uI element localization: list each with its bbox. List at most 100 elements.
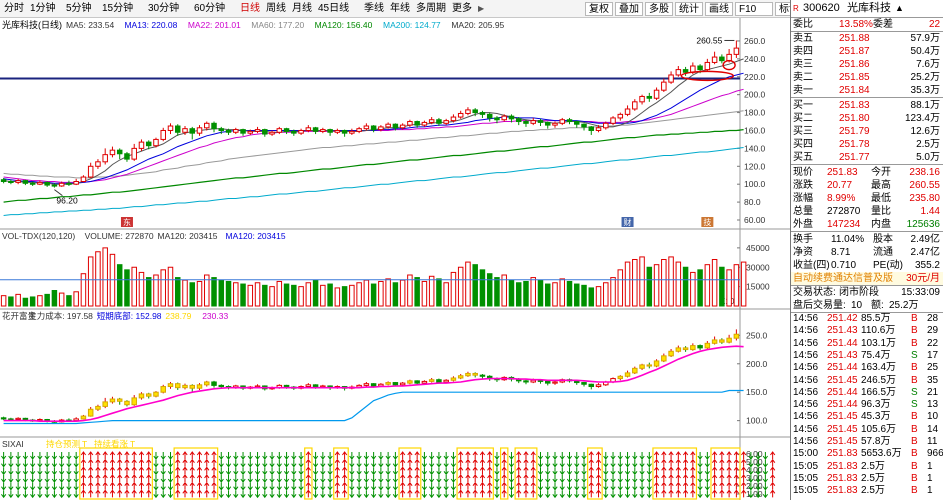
period-toolbar: 分时 1分钟 5分钟 15分钟 30分钟 60分钟 日线 周线 月线 45日线 季线 年线 多周期 更多 ▶… (0, 0, 851, 18)
up-arrow-icon (189, 481, 195, 490)
volume-bar-93 (675, 261, 682, 307)
up-arrow-icon (458, 489, 464, 498)
up-arrow-icon (80, 458, 87, 467)
period-tab-2[interactable]: 5分钟 (66, 3, 92, 14)
up-arrow-icon (342, 474, 348, 482)
down-arrow-icon (566, 467, 573, 476)
tick-price: 251.44 (827, 399, 858, 411)
weibi-label: 委比 (793, 19, 813, 30)
cost-candle-body (160, 386, 166, 393)
promo-banner[interactable]: 自动续费通达信普及版 30元/月 (791, 272, 943, 285)
period-tab-0[interactable]: 分时 (4, 3, 24, 14)
tick-volume: 45.3万 (861, 411, 891, 423)
up-arrow-icon (146, 466, 152, 475)
down-arrow-icon (639, 490, 645, 499)
down-arrow-icon (276, 482, 282, 491)
sixai-column-91 (661, 451, 667, 498)
volume-bar-9 (66, 295, 72, 307)
up-arrow-icon (342, 451, 348, 459)
volume-bar-80 (581, 284, 587, 307)
tick-side: B (911, 460, 918, 472)
period-tab-13[interactable]: 更多 (452, 3, 472, 14)
cost-tick-label-0: 250.0 (746, 330, 768, 340)
period-tab-5[interactable]: 60分钟 (194, 3, 226, 14)
toolbar-button-3[interactable]: 统计 (675, 2, 703, 16)
up-arrow-icon (109, 489, 116, 498)
weibi-value: 13.58% (839, 19, 873, 30)
down-arrow-icon (755, 467, 761, 476)
volume-bar-69 (501, 274, 507, 307)
down-arrow-icon (51, 459, 58, 468)
toolbar-button-5[interactable]: F10 (735, 2, 773, 16)
event-marker-2[interactable]: 技 (701, 217, 714, 227)
quote-value-a: 20.77 (827, 180, 853, 191)
sixai-column-93 (675, 451, 681, 498)
candle-29 (211, 121, 217, 133)
up-arrow-icon (479, 458, 486, 467)
tick-time: 14:56 (793, 374, 819, 386)
down-arrow-icon (429, 467, 435, 476)
up-arrow-icon (682, 489, 689, 498)
quote-value-a: 272870 (827, 206, 861, 217)
sixai-column-63 (458, 451, 464, 498)
up-arrow-icon (487, 474, 493, 482)
candle-body (51, 184, 58, 187)
volume-bar-56 (407, 274, 413, 307)
ma-label-2: MA22: 201.01 (188, 20, 241, 30)
price-tick-label-5: 160.0 (744, 125, 766, 135)
down-arrow-icon (537, 475, 544, 483)
period-tab-3[interactable]: 15分钟 (102, 3, 134, 14)
up-arrow-icon (712, 458, 718, 467)
up-arrow-icon (305, 458, 311, 467)
down-arrow-icon (240, 482, 246, 491)
down-arrow-icon (697, 467, 703, 476)
up-arrow-icon (204, 451, 210, 459)
more-caret-icon[interactable]: ▶ (478, 4, 485, 13)
quote-value-b: 260.55 (909, 180, 940, 191)
sell-label: 卖一 (793, 85, 813, 96)
down-arrow-icon (327, 459, 333, 468)
period-tab-1[interactable]: 1分钟 (30, 3, 56, 14)
period-tab-4[interactable]: 30分钟 (148, 3, 180, 14)
volume-bar-58 (421, 280, 428, 307)
period-tab-8[interactable]: 月线 (292, 3, 312, 14)
candle-body (124, 153, 130, 160)
cost-candle-body (653, 360, 660, 367)
candle-7 (51, 183, 58, 188)
down-arrow-icon (8, 482, 14, 491)
cost-header-label-2: 短期底部: 152.98 (97, 311, 162, 321)
down-arrow-icon (356, 467, 362, 476)
sixai-header-label-3: 持续看涨 (94, 439, 129, 449)
toolbar-button-4[interactable]: 画线 (705, 2, 733, 16)
event-marker-0[interactable]: 东 (120, 217, 133, 227)
period-tab-7[interactable]: 周线 (266, 3, 286, 14)
period-tab-9[interactable]: 45日线 (318, 3, 350, 14)
promo-text: 自动续费通达信普及版 (793, 273, 893, 284)
up-arrow-icon (204, 458, 210, 467)
cost-candle-body (544, 380, 551, 384)
down-arrow-icon (603, 459, 609, 468)
sixai-column-24 (175, 451, 181, 498)
event-marker-1[interactable]: 财 (621, 217, 634, 227)
candle-body (682, 69, 689, 73)
candle-body (211, 122, 217, 130)
cost-candle-body (196, 384, 203, 389)
toolbar-button-1[interactable]: 叠加 (615, 2, 643, 16)
cost-candle-body (697, 345, 703, 349)
toolbar-button-0[interactable]: 复权 (585, 2, 613, 16)
chart-area[interactable]: 光库科技(日线) MA5: 233.54 MA13: 220.08 MA22: 201… (0, 18, 790, 500)
volume-bars (0, 247, 747, 307)
up-arrow-icon (80, 466, 87, 475)
down-arrow-icon (617, 452, 623, 460)
down-arrow-icon (421, 452, 428, 460)
period-tab-12[interactable]: 多周期 (416, 3, 446, 14)
down-arrow-icon (59, 467, 65, 476)
cost-candle-81 (588, 383, 595, 390)
toolbar-button-2[interactable]: 多股 (645, 2, 673, 16)
down-arrow-icon (574, 475, 580, 483)
period-tab-6[interactable]: 日线 (240, 3, 260, 14)
up-arrow-icon (653, 458, 660, 467)
sixai-column-52 (378, 452, 384, 499)
period-tab-10[interactable]: 季线 (364, 3, 384, 14)
period-tab-11[interactable]: 年线 (390, 3, 410, 14)
